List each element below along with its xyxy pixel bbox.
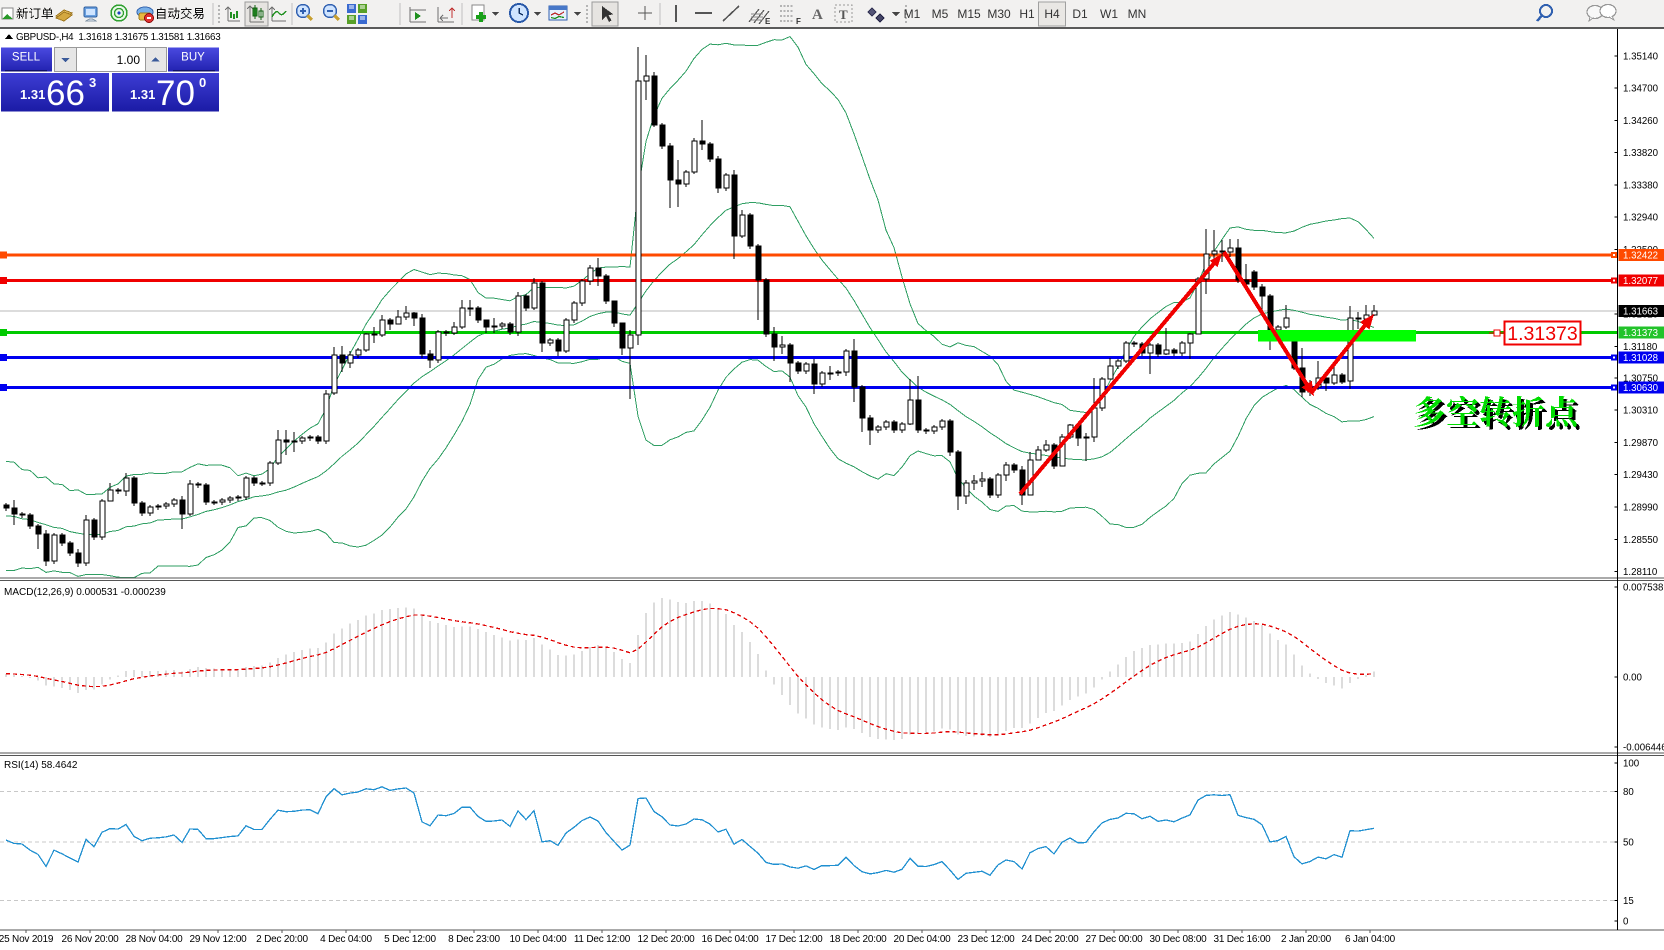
svg-text:1.31180: 1.31180 [1623,342,1658,353]
svg-text:D1: D1 [1072,7,1088,21]
svg-text:6 Jan 04:00: 6 Jan 04:00 [1345,934,1396,945]
svg-text:A: A [812,7,823,23]
svg-text:18 Dec 20:00: 18 Dec 20:00 [829,934,887,945]
svg-text:0.00: 0.00 [1623,673,1642,684]
svg-text:2 Dec 20:00: 2 Dec 20:00 [256,934,308,945]
svg-text:70: 70 [156,74,195,113]
svg-text:1.31: 1.31 [130,87,155,102]
svg-text:1.31: 1.31 [20,87,45,102]
svg-text:1.28550: 1.28550 [1623,535,1659,546]
svg-text:0: 0 [1623,917,1629,928]
svg-text:1.00: 1.00 [117,53,141,67]
svg-text:3: 3 [89,75,96,90]
svg-text:E: E [765,17,771,26]
svg-text:1.32422: 1.32422 [1623,251,1658,262]
svg-text:12 Dec 20:00: 12 Dec 20:00 [637,934,695,945]
svg-text:11 Dec 12:00: 11 Dec 12:00 [574,934,631,945]
svg-text:T: T [839,7,848,22]
svg-text:RSI(14) 58.4642: RSI(14) 58.4642 [4,760,78,771]
svg-text:M1: M1 [904,7,921,21]
svg-text:1.35140: 1.35140 [1623,51,1659,62]
svg-text:F: F [796,17,801,26]
svg-text:16 Dec 04:00: 16 Dec 04:00 [701,934,759,945]
svg-text:MN: MN [1128,7,1147,21]
svg-text:23 Dec 12:00: 23 Dec 12:00 [957,934,1015,945]
svg-text:BUY: BUY [181,52,205,64]
svg-text:1.31663: 1.31663 [1623,307,1658,318]
svg-text:0.007538: 0.007538 [1623,583,1663,594]
svg-text:-0.006446: -0.006446 [1623,743,1664,754]
svg-text:28 Nov 04:00: 28 Nov 04:00 [125,934,183,945]
svg-text:1.30750: 1.30750 [1623,373,1659,384]
svg-text:1.30310: 1.30310 [1623,406,1659,417]
svg-text:2 Jan 20:00: 2 Jan 20:00 [1281,934,1332,945]
svg-text:MACD(12,26,9) 0.000531 -0.0002: MACD(12,26,9) 0.000531 -0.000239 [4,587,166,598]
svg-text:15: 15 [1623,896,1634,907]
svg-text:1.32940: 1.32940 [1623,213,1659,224]
svg-text:1.34700: 1.34700 [1623,84,1659,95]
svg-text:30 Dec 08:00: 30 Dec 08:00 [1149,934,1207,945]
svg-text:100: 100 [1623,759,1640,770]
svg-text:1.33380: 1.33380 [1623,180,1659,191]
svg-text:66: 66 [46,74,85,113]
svg-text:8 Dec 23:00: 8 Dec 23:00 [448,934,500,945]
svg-text:H4: H4 [1044,7,1060,21]
svg-text:1.33820: 1.33820 [1623,148,1659,159]
svg-text:29 Nov 12:00: 29 Nov 12:00 [189,934,247,945]
svg-text:M15: M15 [957,7,981,21]
svg-text:1.32077: 1.32077 [1623,276,1658,287]
svg-text:W1: W1 [1100,7,1118,21]
svg-text:5 Dec 12:00: 5 Dec 12:00 [384,934,436,945]
svg-text:M30: M30 [987,7,1011,21]
svg-text:1.31373: 1.31373 [1507,323,1578,345]
svg-text:17 Dec 12:00: 17 Dec 12:00 [765,934,823,945]
svg-text:GBPUSD-,H4 1.31618 1.31675 1.: GBPUSD-,H4 1.31618 1.31675 1.31581 1.316… [16,32,221,43]
svg-text:50: 50 [1623,837,1634,848]
svg-text:24 Dec 20:00: 24 Dec 20:00 [1021,934,1079,945]
svg-text:26 Nov 20:00: 26 Nov 20:00 [61,934,119,945]
svg-text:20 Dec 04:00: 20 Dec 04:00 [893,934,951,945]
svg-text:H1: H1 [1019,7,1035,21]
svg-text:SELL: SELL [12,52,41,64]
svg-text:1.28110: 1.28110 [1623,567,1658,578]
svg-text:1.34260: 1.34260 [1623,116,1659,127]
svg-text:1.30630: 1.30630 [1623,383,1659,394]
svg-text:0: 0 [199,75,206,90]
svg-text:25 Nov 2019: 25 Nov 2019 [0,934,54,945]
svg-text:1.29870: 1.29870 [1623,438,1659,449]
svg-text:80: 80 [1623,787,1634,798]
svg-text:31 Dec 16:00: 31 Dec 16:00 [1213,934,1271,945]
svg-text:1.31373: 1.31373 [1623,328,1658,339]
svg-text:27 Dec 00:00: 27 Dec 00:00 [1085,934,1143,945]
svg-text:1.31028: 1.31028 [1623,353,1658,364]
svg-text:1.28990: 1.28990 [1623,503,1659,514]
svg-text:1.29430: 1.29430 [1623,470,1659,481]
svg-text:M5: M5 [932,7,949,21]
svg-text:4 Dec 04:00: 4 Dec 04:00 [320,934,372,945]
svg-text:10 Dec 04:00: 10 Dec 04:00 [509,934,567,945]
